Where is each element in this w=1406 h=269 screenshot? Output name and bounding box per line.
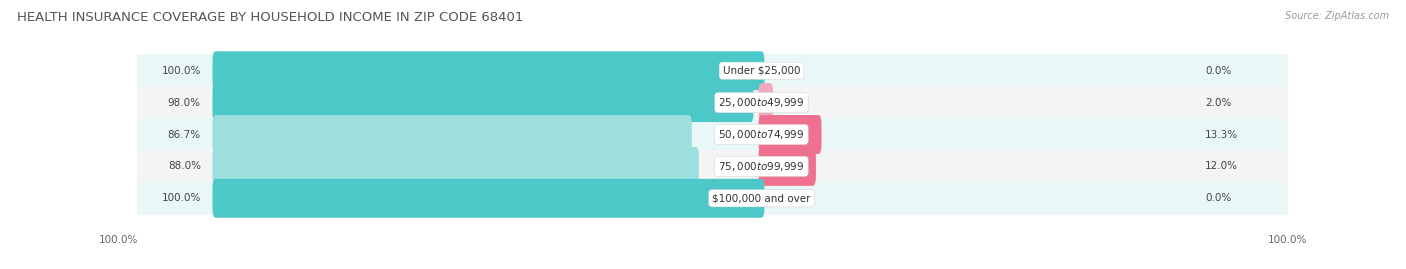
FancyBboxPatch shape: [759, 83, 773, 122]
Text: 100.0%: 100.0%: [98, 235, 138, 245]
FancyBboxPatch shape: [138, 54, 1288, 87]
Text: 13.3%: 13.3%: [1205, 129, 1239, 140]
FancyBboxPatch shape: [212, 83, 754, 122]
Text: 100.0%: 100.0%: [162, 193, 201, 203]
Text: 98.0%: 98.0%: [167, 98, 201, 108]
FancyBboxPatch shape: [138, 118, 1288, 151]
FancyBboxPatch shape: [138, 182, 1288, 215]
Text: Under $25,000: Under $25,000: [723, 66, 800, 76]
FancyBboxPatch shape: [212, 51, 765, 90]
FancyBboxPatch shape: [212, 179, 765, 218]
FancyBboxPatch shape: [759, 115, 821, 154]
Text: 100.0%: 100.0%: [1268, 235, 1308, 245]
Text: HEALTH INSURANCE COVERAGE BY HOUSEHOLD INCOME IN ZIP CODE 68401: HEALTH INSURANCE COVERAGE BY HOUSEHOLD I…: [17, 11, 523, 24]
Text: $100,000 and over: $100,000 and over: [713, 193, 811, 203]
Text: $75,000 to $99,999: $75,000 to $99,999: [718, 160, 804, 173]
FancyBboxPatch shape: [138, 150, 1288, 183]
Text: 88.0%: 88.0%: [167, 161, 201, 171]
FancyBboxPatch shape: [212, 115, 692, 154]
Text: $25,000 to $49,999: $25,000 to $49,999: [718, 96, 804, 109]
FancyBboxPatch shape: [138, 86, 1288, 119]
Text: Source: ZipAtlas.com: Source: ZipAtlas.com: [1285, 11, 1389, 21]
Text: 12.0%: 12.0%: [1205, 161, 1239, 171]
Text: 2.0%: 2.0%: [1205, 98, 1232, 108]
Text: 0.0%: 0.0%: [1205, 66, 1232, 76]
FancyBboxPatch shape: [759, 147, 815, 186]
Text: 100.0%: 100.0%: [162, 66, 201, 76]
Text: 86.7%: 86.7%: [167, 129, 201, 140]
FancyBboxPatch shape: [212, 147, 699, 186]
Text: 0.0%: 0.0%: [1205, 193, 1232, 203]
Text: $50,000 to $74,999: $50,000 to $74,999: [718, 128, 804, 141]
